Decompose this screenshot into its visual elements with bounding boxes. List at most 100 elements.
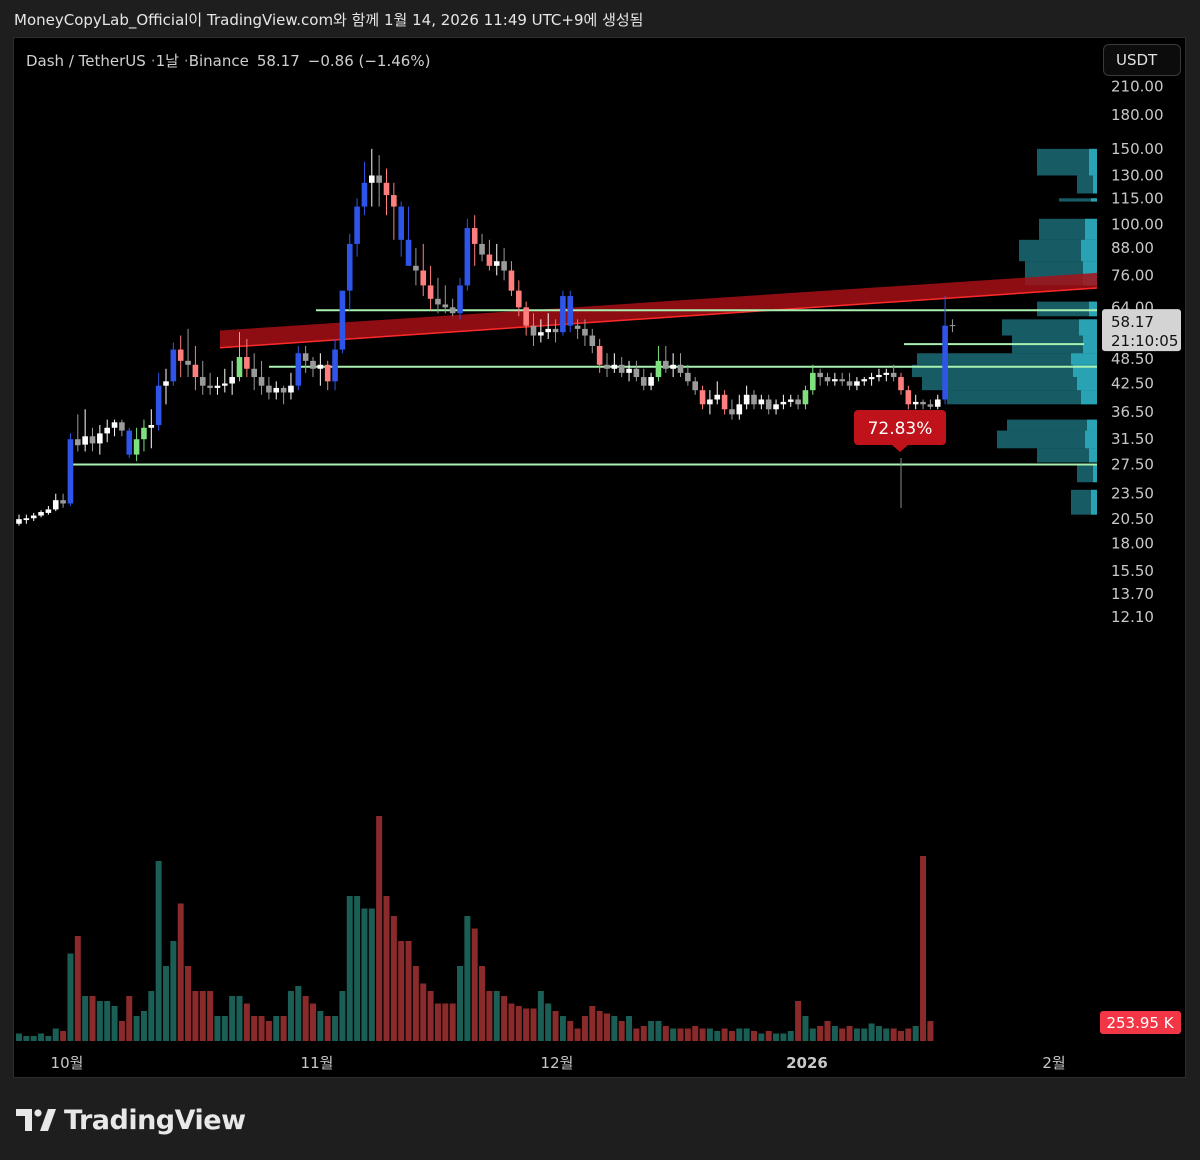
volume-bar [45, 1036, 52, 1041]
profile-band [1002, 319, 1097, 336]
candle-body [258, 377, 265, 386]
candle-body [163, 381, 169, 386]
profile-core [1085, 430, 1097, 449]
volume-bar [155, 861, 162, 1041]
volume-bar [618, 1021, 625, 1041]
volume-bar [332, 1016, 339, 1041]
volume-bar [479, 966, 486, 1041]
volume-bar [420, 983, 427, 1041]
volume-bar [221, 1016, 228, 1041]
candle-body [611, 364, 618, 369]
volume-bar [140, 1011, 147, 1041]
candles [16, 148, 956, 526]
candle-body [38, 512, 44, 516]
candle-body [339, 290, 346, 350]
chart-panel[interactable]: 72.83% 210.00 180.00 150.00 130.00 115.00 100… [13, 37, 1186, 1078]
profile-band [1037, 301, 1097, 317]
profile-band [947, 390, 1097, 405]
volume-bar [758, 1033, 765, 1041]
candle-body [655, 360, 662, 378]
candle-body [398, 206, 404, 240]
time-tick-label: 10월 [51, 1054, 84, 1072]
candle-body [920, 401, 926, 405]
profile-band [1037, 448, 1097, 463]
symbol-header: Dash / TetherUS ·1날 ·Binance 58.17 −0.86 (−1… [26, 50, 430, 71]
volume-bar [302, 996, 309, 1041]
candle-body [273, 387, 280, 393]
candle-body [413, 265, 419, 271]
volume-bar [177, 903, 184, 1041]
price-tick-label: 12.10 [1111, 608, 1154, 626]
volume-tag-label: 253.95 K [1106, 1014, 1174, 1032]
candle-body [854, 381, 860, 386]
volume-bar [920, 856, 927, 1041]
candle-body [633, 368, 640, 378]
volume-bar [493, 991, 500, 1041]
candle-body [479, 243, 485, 255]
volume-bar [111, 1006, 118, 1041]
price-tick-label: 36.50 [1111, 403, 1154, 421]
profile-band [1039, 218, 1097, 240]
candle-body [383, 182, 390, 196]
volume-bar [346, 896, 353, 1041]
candle-body [119, 422, 125, 431]
volume-bar [354, 896, 361, 1041]
profile-core [1071, 353, 1097, 365]
volume-bar [214, 1016, 221, 1041]
candle-body [912, 401, 919, 405]
volume-bar [728, 1031, 735, 1041]
volume-bar [523, 1008, 530, 1041]
candle-body [596, 345, 603, 365]
symbol-pair[interactable]: Dash / TetherUS [26, 52, 146, 70]
volume-bar [251, 1016, 258, 1041]
candle-body [707, 399, 713, 405]
volume-bar [927, 1021, 934, 1041]
candle-body [817, 372, 823, 378]
symbol-exchange: Binance [188, 52, 249, 70]
candle-body [52, 500, 59, 510]
volume-bar [662, 1026, 669, 1041]
candle-body [626, 368, 632, 373]
profile-core [1081, 239, 1097, 262]
time-axis: 10월 11월 12월 2026 2월 [51, 1054, 1066, 1072]
candle-body [420, 270, 427, 286]
candle-body [736, 404, 743, 415]
volume-bar [442, 1003, 449, 1041]
separator-dot: · [183, 52, 189, 70]
candle-body [464, 228, 471, 286]
time-tick-label: 2월 [1042, 1054, 1065, 1072]
currency-button[interactable]: USDT [1103, 44, 1181, 76]
brand-name: TradingView [64, 1104, 246, 1136]
volume-bar [471, 928, 478, 1041]
candle-body [942, 325, 948, 400]
volume-bar [530, 1008, 537, 1041]
volume-bar [773, 1033, 780, 1041]
candle-body [890, 372, 897, 378]
candle-body [104, 427, 110, 434]
volume-bar [295, 986, 302, 1041]
candle-body [317, 364, 324, 369]
symbol-interval[interactable]: 1날 [155, 52, 179, 70]
candle-body [222, 383, 228, 386]
volume-bar [434, 1003, 441, 1041]
volume-bar [883, 1028, 890, 1041]
candle-body [677, 364, 684, 373]
candle-body [23, 518, 30, 521]
volume-bar [508, 1003, 515, 1041]
tradingview-logo: TradingView [16, 1104, 246, 1136]
candle-body [354, 206, 360, 244]
candle-body [266, 385, 272, 393]
profile-band [1037, 148, 1097, 176]
candle-body [391, 195, 397, 207]
price-chart[interactable]: 72.83% 210.00 180.00 150.00 130.00 115.00 100… [14, 38, 1186, 1078]
profile-core [1073, 364, 1097, 378]
price-tick-label: 13.70 [1111, 585, 1154, 603]
volume-bar [60, 1031, 67, 1041]
volume-bar [736, 1028, 743, 1041]
profile-band [912, 364, 1097, 378]
volume-bar [30, 1036, 37, 1041]
time-tick-label: 11월 [301, 1054, 334, 1072]
volume-bar [457, 966, 463, 1041]
profile-core [1077, 377, 1097, 391]
volume-bar [831, 1026, 838, 1041]
